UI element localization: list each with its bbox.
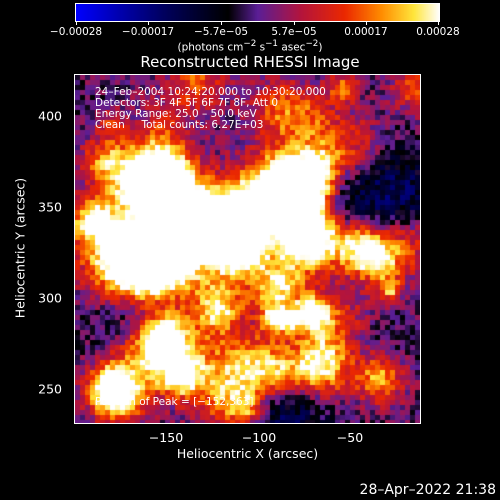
colorbar-tick-label: 0.00028 [416,26,460,38]
y-tick-label: 400 [38,108,62,124]
colorbar-tickmark [148,21,149,25]
x-axis-label: Heliocentric X (arcsec) [176,446,319,461]
y-tick-label: 250 [38,381,62,397]
x-tick-label: −50 [336,430,364,445]
colorbar-tickmark [221,21,222,25]
plot-timestamp: 28–Apr–2022 21:38 [359,482,496,498]
y-tick-label: 350 [38,199,62,215]
colorbar-tickmark [294,21,295,25]
colorbar-units: (photons cm−2 s−1 asec−2) [177,39,323,54]
colorbar-tick-label: 0.00017 [344,26,388,38]
colorbar-tick-label: −0.00017 [121,26,175,38]
heatmap-image [75,75,420,423]
colorbar-tickmark [366,21,367,25]
plot-frame [74,74,421,424]
plot-title: Reconstructed RHESSI Image [140,53,360,71]
x-tick-label: −100 [241,430,277,445]
colorbar-frame [75,3,440,22]
colorbar-tickmark [76,21,77,25]
y-tick-label: 300 [38,290,62,306]
colorbar-tick-label: −5.7e−05 [193,26,249,38]
info-peak-position: Position of Peak = [−152,363] [95,396,254,408]
info-time-range: 24–Feb–2004 10:24:20.000 to 10:30:20.000 [95,86,326,98]
info-energy-range: Energy Range: 25.0 – 50.0 keV [95,108,257,120]
colorbar-tick-label: 5.7e−05 [271,26,317,38]
colorbar [75,3,440,22]
colorbar-tickmark [438,21,439,25]
y-axis-label: Heliocentric Y (arcsec) [12,177,28,319]
info-clean-counts: Clean Total counts: 6.27E+03 [95,119,264,131]
colorbar-tick-label: −0.00028 [49,26,103,38]
info-detectors: Detectors: 3F 4F 5F 6F 7F 8F, Att 0 [95,97,279,109]
x-tick-label: −150 [148,430,184,445]
